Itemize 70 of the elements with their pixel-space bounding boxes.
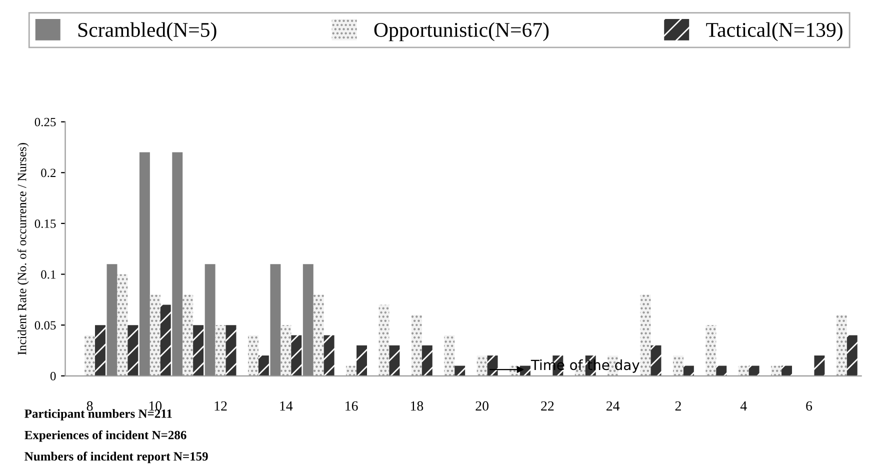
- bar: [356, 345, 367, 376]
- bar: [291, 335, 302, 376]
- bar: [150, 294, 160, 376]
- bar: [378, 304, 390, 376]
- text: Numbers of incident report N=159: [24, 452, 208, 464]
- bar: [706, 325, 716, 376]
- bar: [346, 366, 357, 376]
- bar: [280, 325, 292, 376]
- x-tick-label: 4: [740, 401, 747, 411]
- bar: [389, 345, 400, 376]
- x-tick-label: 14: [280, 401, 293, 411]
- bar: [650, 345, 662, 376]
- bar: [182, 294, 194, 376]
- bar: [128, 325, 138, 376]
- bar: [771, 366, 782, 376]
- x-tick-label: 12: [214, 401, 227, 411]
- x-tick-label: 16: [346, 401, 358, 411]
- bar: [302, 264, 314, 376]
- bar: [487, 356, 498, 376]
- bar: [814, 356, 825, 376]
- text: Experiences of incident N=286: [24, 430, 186, 442]
- x-tick-label: 20: [476, 401, 488, 411]
- x-tick-label: 6: [806, 401, 812, 411]
- y-tick-label: 0.1: [41, 270, 56, 279]
- x-tick-label: 2: [675, 401, 681, 411]
- bar: [683, 366, 694, 376]
- x-tick-label: 8: [86, 401, 93, 411]
- bar: [313, 294, 324, 376]
- x-tick-label: 22: [541, 401, 554, 411]
- bar: [716, 366, 727, 376]
- bar: [748, 366, 760, 376]
- bar: [782, 366, 792, 376]
- y-tick-label: 0.2: [41, 168, 56, 178]
- x-tick-label: 24: [606, 401, 620, 411]
- bar: [672, 356, 684, 376]
- bar: [836, 314, 847, 376]
- bar: [172, 152, 183, 376]
- bar: [215, 325, 226, 376]
- legend-label: Tactical(N=139): [706, 22, 842, 42]
- bar: [476, 356, 488, 376]
- bar: [193, 325, 204, 376]
- bar: [738, 366, 749, 376]
- legend-label: Opportunistic(N=67): [374, 22, 549, 42]
- y-tick-label: 0: [50, 372, 56, 380]
- x-tick-label: 18: [410, 401, 424, 411]
- legend-label: Scrambled(N=5): [78, 22, 216, 42]
- y-tick-label: 0.25: [34, 118, 56, 126]
- bar: [454, 366, 466, 376]
- bar: [139, 152, 150, 376]
- bar: [258, 356, 269, 376]
- y-tick-label: 0.15: [34, 219, 56, 228]
- bar: [270, 264, 281, 376]
- bar: [248, 335, 258, 376]
- bar: [95, 325, 106, 376]
- bar: [324, 335, 334, 376]
- bar: [226, 325, 236, 376]
- bar: [204, 264, 216, 376]
- text: Participant numbers N=211: [24, 409, 172, 420]
- y-tick-label: 0.05: [34, 321, 56, 330]
- bar: [106, 264, 118, 376]
- bar: [84, 335, 95, 376]
- bar: [444, 335, 455, 376]
- bar: [640, 294, 651, 376]
- bar: [117, 274, 128, 376]
- bar: [422, 345, 432, 376]
- bar: [846, 335, 858, 376]
- y-axis-title: Incident Rate (No. of occurrence / Nurses): [17, 143, 29, 355]
- bar: [160, 304, 171, 376]
- x-tick-label: 10: [149, 401, 162, 411]
- bar: [411, 314, 422, 376]
